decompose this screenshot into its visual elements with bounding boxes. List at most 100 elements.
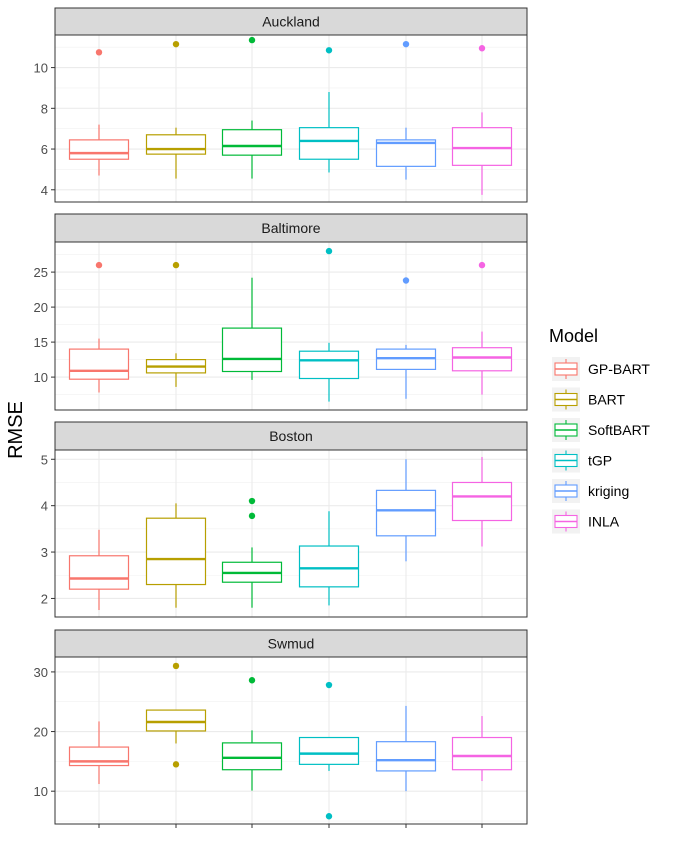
legend-item-kriging: kriging <box>552 479 629 503</box>
box-iqr <box>375 741 437 772</box>
outlier-point <box>248 497 256 505</box>
outlier-point <box>325 813 333 820</box>
legend-item-label: SoftBART <box>588 422 650 438</box>
box-bart <box>145 261 207 387</box>
legend: Model GP-BART BART SoftBART tGP kriging INLA <box>549 326 650 534</box>
box-iqr <box>68 348 130 380</box>
box-kriging <box>375 705 437 792</box>
legend-item-label: INLA <box>588 514 620 530</box>
facet-strip-label: Baltimore <box>261 220 320 236</box>
box-gp-bart <box>68 529 130 611</box>
outlier-point <box>95 49 103 56</box>
panel-baltimore: Baltimore 10 15 20 25 <box>34 213 528 411</box>
y-tick-label: 30 <box>34 665 48 680</box>
panel-background <box>55 450 527 617</box>
y-tick-label: 20 <box>34 725 48 740</box>
panel-background <box>55 657 527 824</box>
outlier-point <box>325 47 333 54</box>
box-iqr <box>221 129 283 156</box>
legend-item-inla: INLA <box>552 509 620 534</box>
y-tick-label: 25 <box>34 265 48 280</box>
panel-border <box>54 241 528 411</box>
panel-background <box>55 242 527 410</box>
outlier-point <box>248 512 256 520</box>
box-inla <box>451 261 513 395</box>
box-kriging <box>375 459 437 562</box>
box-bart <box>145 662 207 768</box>
box-iqr <box>68 139 130 160</box>
box-iqr <box>145 709 207 732</box>
outlier-point <box>325 681 333 689</box>
outlier-point <box>172 761 180 768</box>
box-softbart <box>221 677 283 791</box>
y-tick-label: 20 <box>34 300 48 315</box>
box-inla <box>451 456 513 547</box>
box-iqr <box>221 327 283 373</box>
outlier-point <box>402 277 410 284</box>
box-tgp <box>298 681 360 820</box>
box-bart <box>145 503 207 608</box>
box-softbart <box>221 36 283 179</box>
y-axis-label: RMSE <box>5 401 27 459</box>
outlier-point <box>172 261 180 269</box>
y-tick-label: 4 <box>41 183 48 198</box>
box-gp-bart <box>68 49 130 176</box>
legend-item-label: BART <box>588 392 626 408</box>
outlier-point <box>402 40 410 48</box>
box-kriging <box>375 40 437 180</box>
y-tick-label: 10 <box>34 61 48 76</box>
box-inla <box>451 716 513 782</box>
facet-strip-label: Swmud <box>268 636 315 652</box>
y-tick-label: 3 <box>41 545 48 560</box>
box-softbart <box>221 277 283 380</box>
panel-border <box>54 449 528 618</box>
panel-border <box>54 34 528 203</box>
box-iqr <box>298 350 360 380</box>
outlier-point <box>172 40 180 48</box>
legend-item-tgp: tGP <box>552 448 612 473</box>
panel-boston: Boston 2 3 4 5 <box>41 421 528 618</box>
box-iqr <box>451 736 513 771</box>
box-tgp <box>298 247 360 402</box>
legend-title: Model <box>549 326 598 346</box>
panel-auckland: Auckland 4 6 8 10 <box>34 7 528 203</box>
outlier-point <box>478 45 486 52</box>
y-tick-label: 5 <box>41 452 48 467</box>
box-iqr <box>298 736 360 765</box>
box-iqr <box>375 489 437 537</box>
legend-item-label: kriging <box>588 483 629 499</box>
facet-strip <box>54 7 528 36</box>
box-iqr <box>451 481 513 522</box>
box-tgp <box>298 47 360 173</box>
panel-background <box>55 35 527 202</box>
box-iqr <box>221 742 283 771</box>
y-tick-label: 10 <box>34 370 48 385</box>
outlier-point <box>248 36 256 44</box>
box-iqr <box>68 555 130 590</box>
box-iqr <box>298 127 360 160</box>
facet-strip-label: Boston <box>269 428 313 444</box>
box-iqr <box>145 134 207 155</box>
y-tick-label: 6 <box>41 142 48 157</box>
box-tgp <box>298 511 360 606</box>
y-tick-label: 10 <box>34 784 48 799</box>
box-iqr <box>68 746 130 767</box>
y-tick-label: 4 <box>41 499 48 514</box>
y-tick-label: 15 <box>34 335 48 350</box>
legend-item-label: tGP <box>588 453 612 469</box>
panel-swmud: Swmud 10 20 30 <box>34 629 528 825</box>
panel-border <box>54 656 528 825</box>
box-bart <box>145 40 207 179</box>
box-gp-bart <box>68 261 130 393</box>
facet-panels: Auckland 4 6 8 10 Baltimore 10 15 20 25 Boston 2 3 4 5… <box>34 7 528 828</box>
box-inla <box>451 45 513 195</box>
outlier-point <box>95 261 103 269</box>
legend-item-softbart: SoftBART <box>552 418 650 442</box>
box-iqr <box>145 517 207 586</box>
y-tick-label: 8 <box>41 101 48 116</box>
box-iqr <box>451 127 513 166</box>
legend-items: GP-BART BART SoftBART tGP kriging INLA <box>552 357 650 534</box>
box-gp-bart <box>68 721 130 785</box>
outlier-point <box>478 261 486 269</box>
